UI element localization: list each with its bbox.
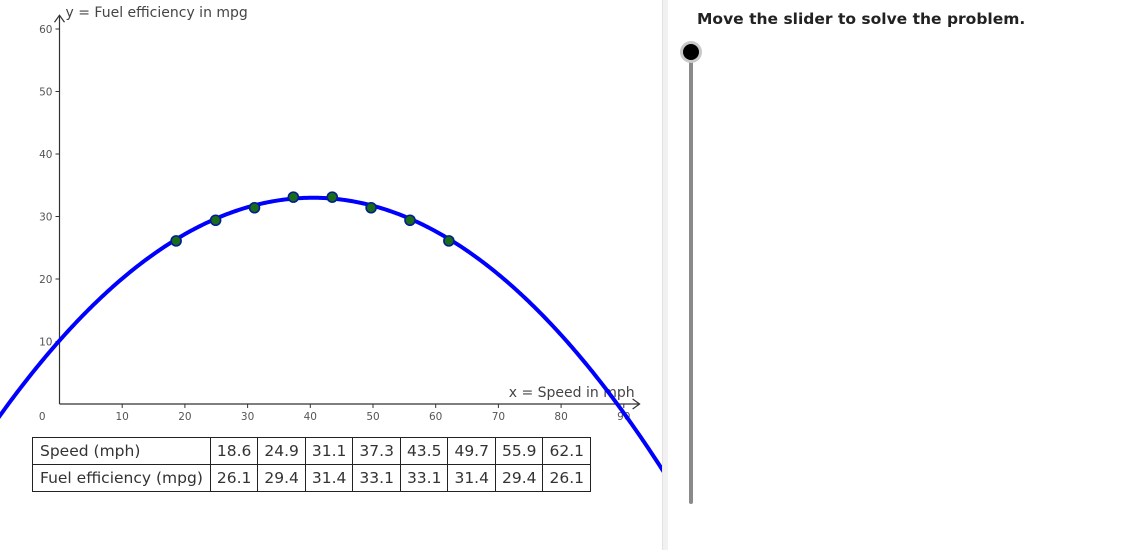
y-tick-label: 30 (39, 212, 52, 224)
data-point (365, 201, 377, 214)
speed-cell: 24.9 (257, 437, 306, 465)
y-tick-label: 50 (39, 87, 52, 99)
panel-divider[interactable] (662, 0, 668, 550)
x-tick-label: 40 (304, 411, 317, 423)
instruction-text: Move the slider to solve the problem. (697, 10, 1026, 28)
data-point (404, 214, 416, 227)
data-point (326, 191, 339, 203)
y-tick-label: 20 (39, 274, 52, 286)
x-tick-label: 50 (366, 411, 379, 423)
y-axis-arrow (54, 14, 65, 23)
efficiency-header: Fuel efficiency (mpg) (32, 464, 211, 492)
y-axis-label: y = Fuel efficiency in mpg (66, 5, 248, 21)
x-tick-label: 80 (554, 411, 567, 423)
algebra-panel: Move the slider to solve the problem. (668, 0, 1140, 550)
x-tick-label: 20 (178, 411, 191, 423)
speed-cell: 62.1 (542, 437, 591, 465)
data-point (443, 235, 455, 247)
table-row-efficiency: Fuel efficiency (mpg) 26.1 29.4 31.4 33.… (32, 464, 591, 492)
x-tick-label: 10 (116, 411, 129, 423)
efficiency-cell: 33.1 (399, 464, 449, 492)
data-point (248, 201, 261, 214)
x-tick-label: 70 (492, 411, 505, 423)
x-tick-label: 30 (241, 411, 254, 423)
efficiency-cell: 29.4 (257, 464, 306, 492)
graphics-view[interactable]: 10 20 30 40 50 60 70 80 90 10 20 30 40 50 60 0 y = Fuel … (0, 0, 662, 550)
speed-cell: 55.9 (494, 437, 544, 465)
speed-cell: 37.3 (352, 437, 401, 465)
efficiency-cell: 29.4 (494, 464, 544, 492)
slider-thumb[interactable] (683, 44, 699, 60)
y-tick-label: 60 (39, 24, 52, 36)
speed-header: Speed (mph) (32, 437, 211, 465)
x-tick-label: 60 (429, 411, 442, 423)
efficiency-cell: 26.1 (209, 464, 259, 492)
y-tick-label: 40 (39, 149, 52, 161)
data-point (287, 191, 300, 203)
speed-cell: 31.1 (304, 437, 354, 465)
efficiency-cell: 31.4 (447, 464, 496, 492)
efficiency-cell: 33.1 (352, 464, 401, 492)
origin-label: 0 (39, 411, 46, 423)
x-axis-label: x = Speed in mph (509, 385, 635, 401)
efficiency-cell: 31.4 (304, 464, 354, 492)
speed-cell: 18.6 (209, 437, 259, 465)
table-row-speed: Speed (mph) 18.6 24.9 31.1 37.3 43.5 49.… (32, 437, 591, 465)
efficiency-cell: 26.1 (542, 464, 591, 492)
speed-cell: 49.7 (447, 437, 496, 465)
data-point (209, 214, 222, 227)
slider-track[interactable] (689, 52, 693, 504)
speed-cell: 43.5 (399, 437, 449, 465)
y-tick-label: 10 (39, 337, 52, 349)
data-point (170, 235, 182, 247)
x-axis-arrow (632, 398, 641, 410)
data-table: Speed (mph) 18.6 24.9 31.1 37.3 43.5 49.… (32, 437, 591, 492)
